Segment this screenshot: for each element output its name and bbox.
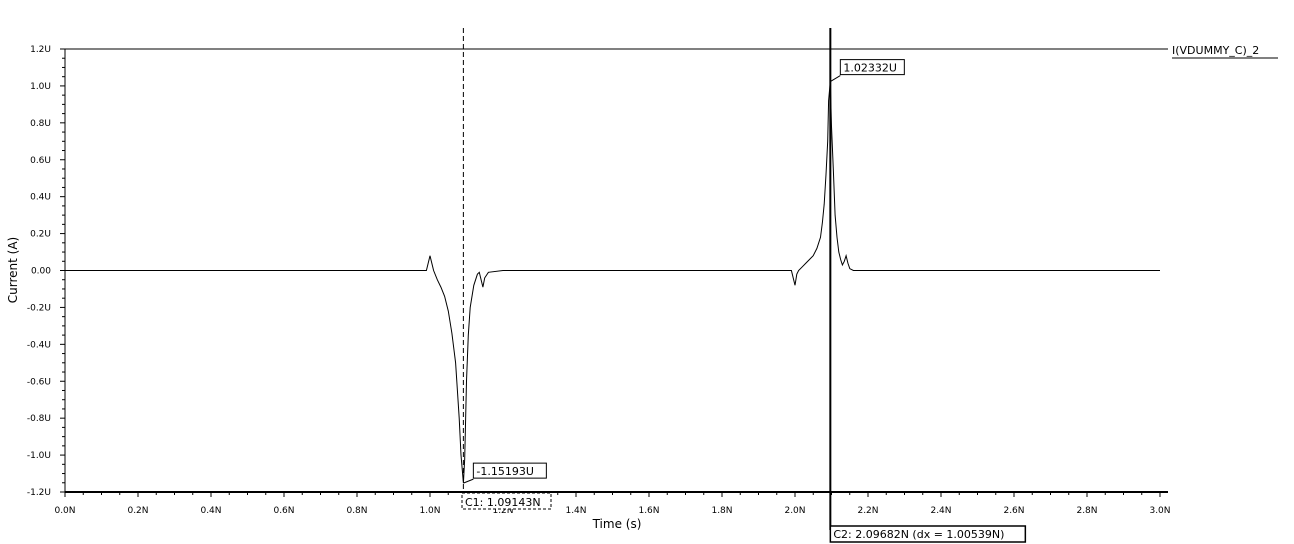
marker-leader-line (830, 75, 841, 83)
y-tick-label: -1.2U (27, 488, 51, 498)
y-tick-label: -1.0U (27, 451, 51, 461)
x-tick-label: 0.0N (54, 506, 75, 516)
cursor-c2-label: C2: 2.09682N (dx = 1.00539N) (833, 528, 1004, 541)
y-tick-label: 0.4U (30, 193, 51, 203)
chart-markers: -1.15193U 1.02332U (463, 59, 905, 484)
x-tick-label: 3.0N (1149, 506, 1170, 516)
y-tick-label: 0.00 (31, 267, 51, 277)
x-tick-label: 1.0N (419, 506, 440, 516)
marker-label-box (472, 462, 547, 479)
x-tick-label: 2.4N (930, 506, 951, 516)
x-tick-label: 1.8N (711, 506, 732, 516)
y-tick-label: -0.6U (27, 377, 51, 387)
cursor-c1-label-box (461, 492, 552, 510)
x-tick-label: 0.6N (273, 506, 294, 516)
legend-entry-label[interactable]: I(VDUMMY_C)_2 (1172, 44, 1259, 57)
x-tick-label: 2.6N (1003, 506, 1024, 516)
x-tick-label: 0.2N (127, 506, 148, 516)
y-axis-label: Current (A) (6, 237, 20, 303)
series-line (65, 81, 1160, 484)
marker-leader-line (463, 478, 474, 484)
y-tick-label: -0.2U (27, 303, 51, 313)
x-tick-label: 1.2N (492, 506, 513, 516)
x-tick-label: 0.8N (346, 506, 367, 516)
cursor-c1-label: C1: 1.09143N (465, 496, 541, 509)
x-tick-label: 0.4N (200, 506, 221, 516)
x-axis-label: Time (s) (592, 517, 642, 531)
chart-cursors[interactable]: C1: 1.09143N C2: 2.09682N (dx = 1.00539N) (461, 28, 1027, 543)
x-tick-label: 2.2N (857, 506, 878, 516)
y-tick-label: -0.4U (27, 340, 51, 350)
legend[interactable]: I(VDUMMY_C)_2 (1172, 44, 1278, 59)
y-tick-label: 1.0U (30, 82, 51, 92)
marker-label: -1.15193U (476, 465, 534, 478)
y-tick-label: 1.2U (30, 45, 51, 55)
x-tick-label: 2.0N (784, 506, 805, 516)
x-tick-label: 1.4N (565, 506, 586, 516)
y-tick-label: -0.8U (27, 414, 51, 424)
x-tick-label: 1.6N (638, 506, 659, 516)
x-tick-label: 2.8N (1076, 506, 1097, 516)
y-tick-label: 0.6U (30, 156, 51, 166)
chart-series (65, 81, 1160, 484)
chart-ticks: 1.2U 1.0U 0.8U 0.6U 0.4U 0.2U 0.00 -0.2U -0.4U -0… (27, 45, 1171, 516)
cursor-c2-label-box (829, 525, 1027, 543)
marker-label: 1.02332U (843, 62, 897, 75)
y-tick-label: 0.8U (30, 119, 51, 129)
marker-label-box (839, 59, 905, 76)
y-tick-label: 0.2U (30, 230, 51, 240)
